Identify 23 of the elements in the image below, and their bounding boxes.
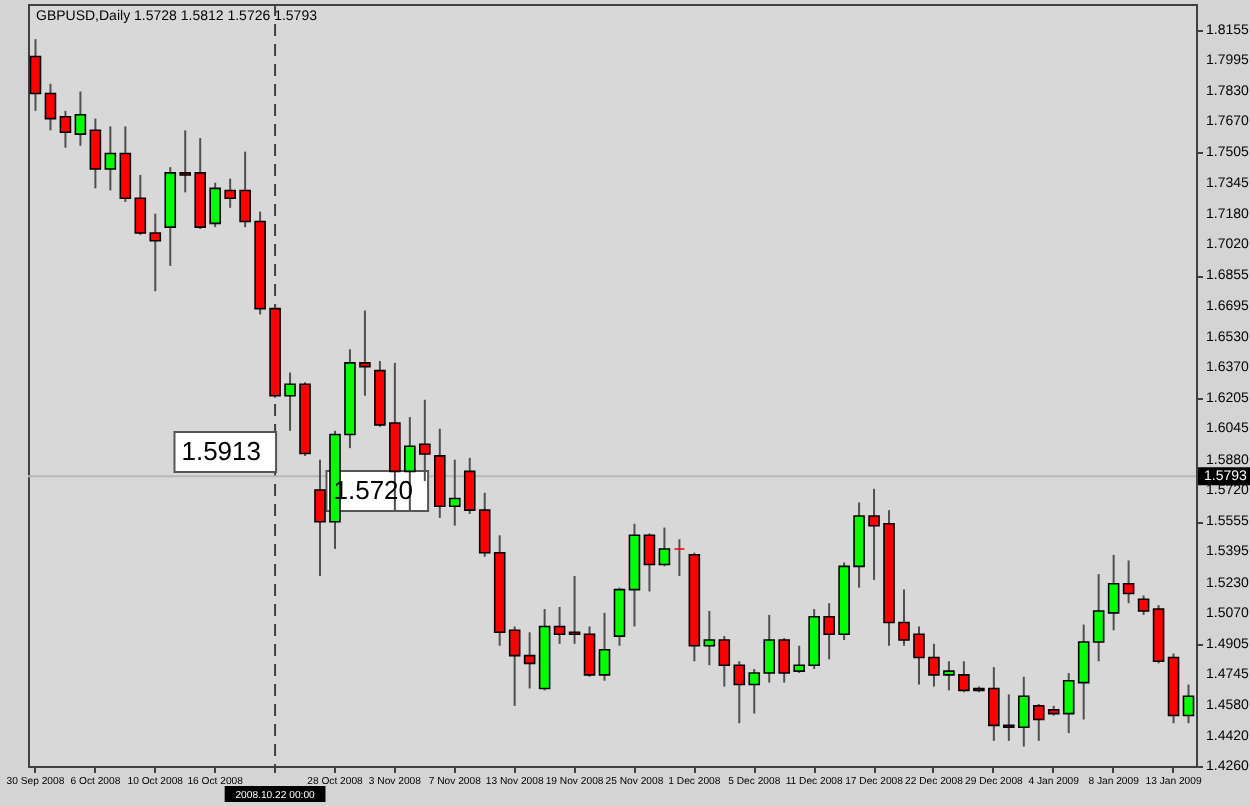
candlestick <box>658 526 671 568</box>
candlestick <box>1137 594 1150 616</box>
candlestick <box>613 586 626 647</box>
candlestick <box>44 82 57 132</box>
candlestick <box>643 532 656 593</box>
candlestick <box>598 611 611 682</box>
candlestick <box>508 625 521 707</box>
candlestick <box>1092 573 1105 663</box>
candlestick <box>523 631 536 690</box>
candlestick <box>1107 553 1120 632</box>
candlestick <box>673 538 686 577</box>
candlestick <box>1182 683 1195 725</box>
candlestick <box>1122 559 1135 605</box>
candlestick <box>553 605 566 645</box>
candlestick <box>74 90 87 147</box>
candlestick <box>104 125 117 192</box>
annotation: 1.5913 <box>181 436 262 467</box>
candlestick <box>59 109 72 149</box>
candlestick <box>89 117 102 190</box>
candlestick <box>583 625 596 678</box>
candlestick <box>29 38 42 112</box>
candlestick <box>703 609 716 667</box>
candlestick <box>119 125 132 203</box>
